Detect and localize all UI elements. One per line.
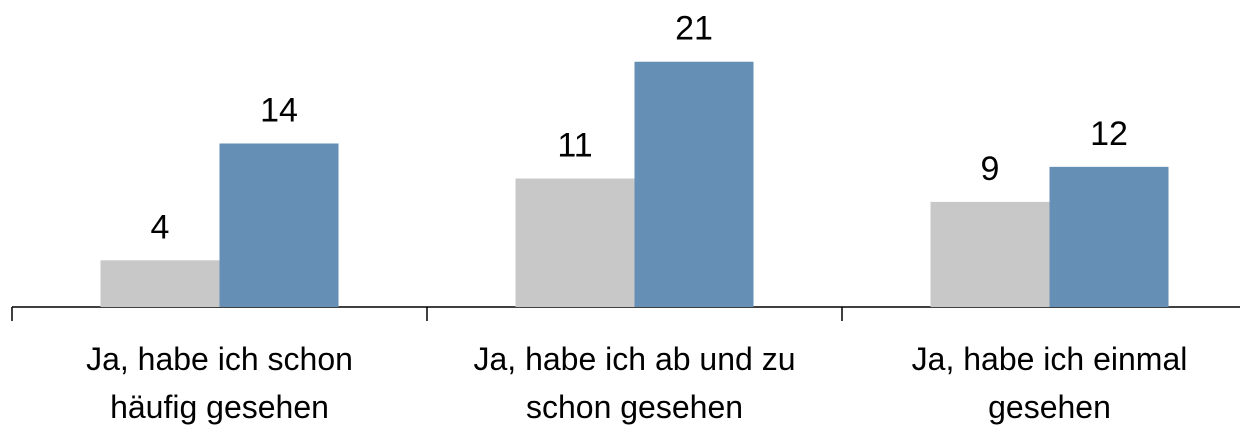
x-tick-label: Ja, habe ich einmal bbox=[912, 341, 1188, 377]
bar bbox=[1049, 166, 1169, 307]
value-label: 14 bbox=[260, 91, 298, 129]
value-label: 9 bbox=[981, 150, 1000, 188]
x-tick-label: Ja, habe ich ab und zu bbox=[473, 341, 795, 377]
x-tick-label: gesehen bbox=[988, 389, 1111, 425]
value-label: 12 bbox=[1090, 115, 1128, 153]
x-tick-label: schon gesehen bbox=[526, 389, 743, 425]
value-label: 4 bbox=[151, 208, 170, 246]
bar bbox=[219, 143, 339, 307]
bar bbox=[634, 61, 754, 307]
bar bbox=[100, 260, 220, 307]
x-tick-label: Ja, habe ich schon bbox=[86, 341, 353, 377]
value-label: 11 bbox=[557, 127, 592, 165]
value-label: 21 bbox=[675, 10, 713, 48]
bar bbox=[515, 178, 635, 307]
x-tick-label: häufig gesehen bbox=[110, 389, 329, 425]
bar bbox=[930, 201, 1050, 307]
